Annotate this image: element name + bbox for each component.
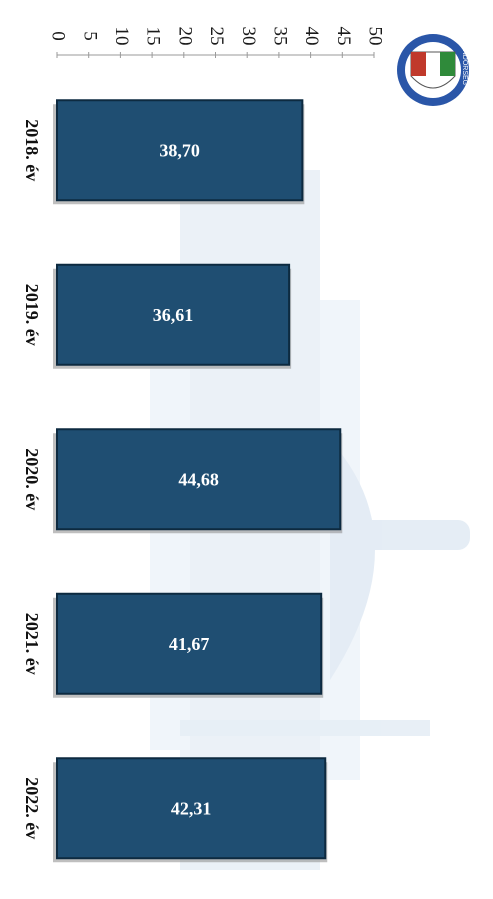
category-label: 2021. év — [22, 613, 42, 675]
logo-text: RENDŐRSÉG — [461, 40, 470, 85]
bar — [56, 428, 342, 531]
tick-label: 5 — [79, 31, 100, 41]
tick-label: 45 — [333, 27, 354, 46]
data-label: 42,31 — [171, 798, 212, 818]
category-label: 2019. év — [22, 284, 42, 346]
data-label: 44,68 — [178, 469, 219, 489]
tick-label: 15 — [143, 27, 164, 46]
category-label: 2020. év — [22, 448, 42, 510]
tick-label: 20 — [174, 27, 195, 46]
data-label: 41,67 — [169, 634, 210, 654]
bar — [56, 99, 304, 202]
data-label: 36,61 — [153, 305, 194, 325]
bar — [56, 592, 323, 695]
data-label: 38,70 — [159, 140, 200, 160]
tick-label: 50 — [365, 27, 386, 46]
bar — [56, 757, 327, 860]
tick-label: 40 — [301, 27, 322, 46]
category-label: 2022. év — [22, 777, 42, 839]
tick-label: 25 — [206, 27, 227, 46]
police-emblem-icon: RENDŐRSÉG — [397, 34, 470, 106]
tick-label: 10 — [111, 27, 132, 46]
tick-label: 35 — [270, 27, 291, 46]
tick-label: 30 — [238, 27, 259, 46]
bar — [56, 263, 291, 366]
category-label: 2018. év — [22, 119, 42, 181]
tick-label: 0 — [48, 31, 69, 41]
